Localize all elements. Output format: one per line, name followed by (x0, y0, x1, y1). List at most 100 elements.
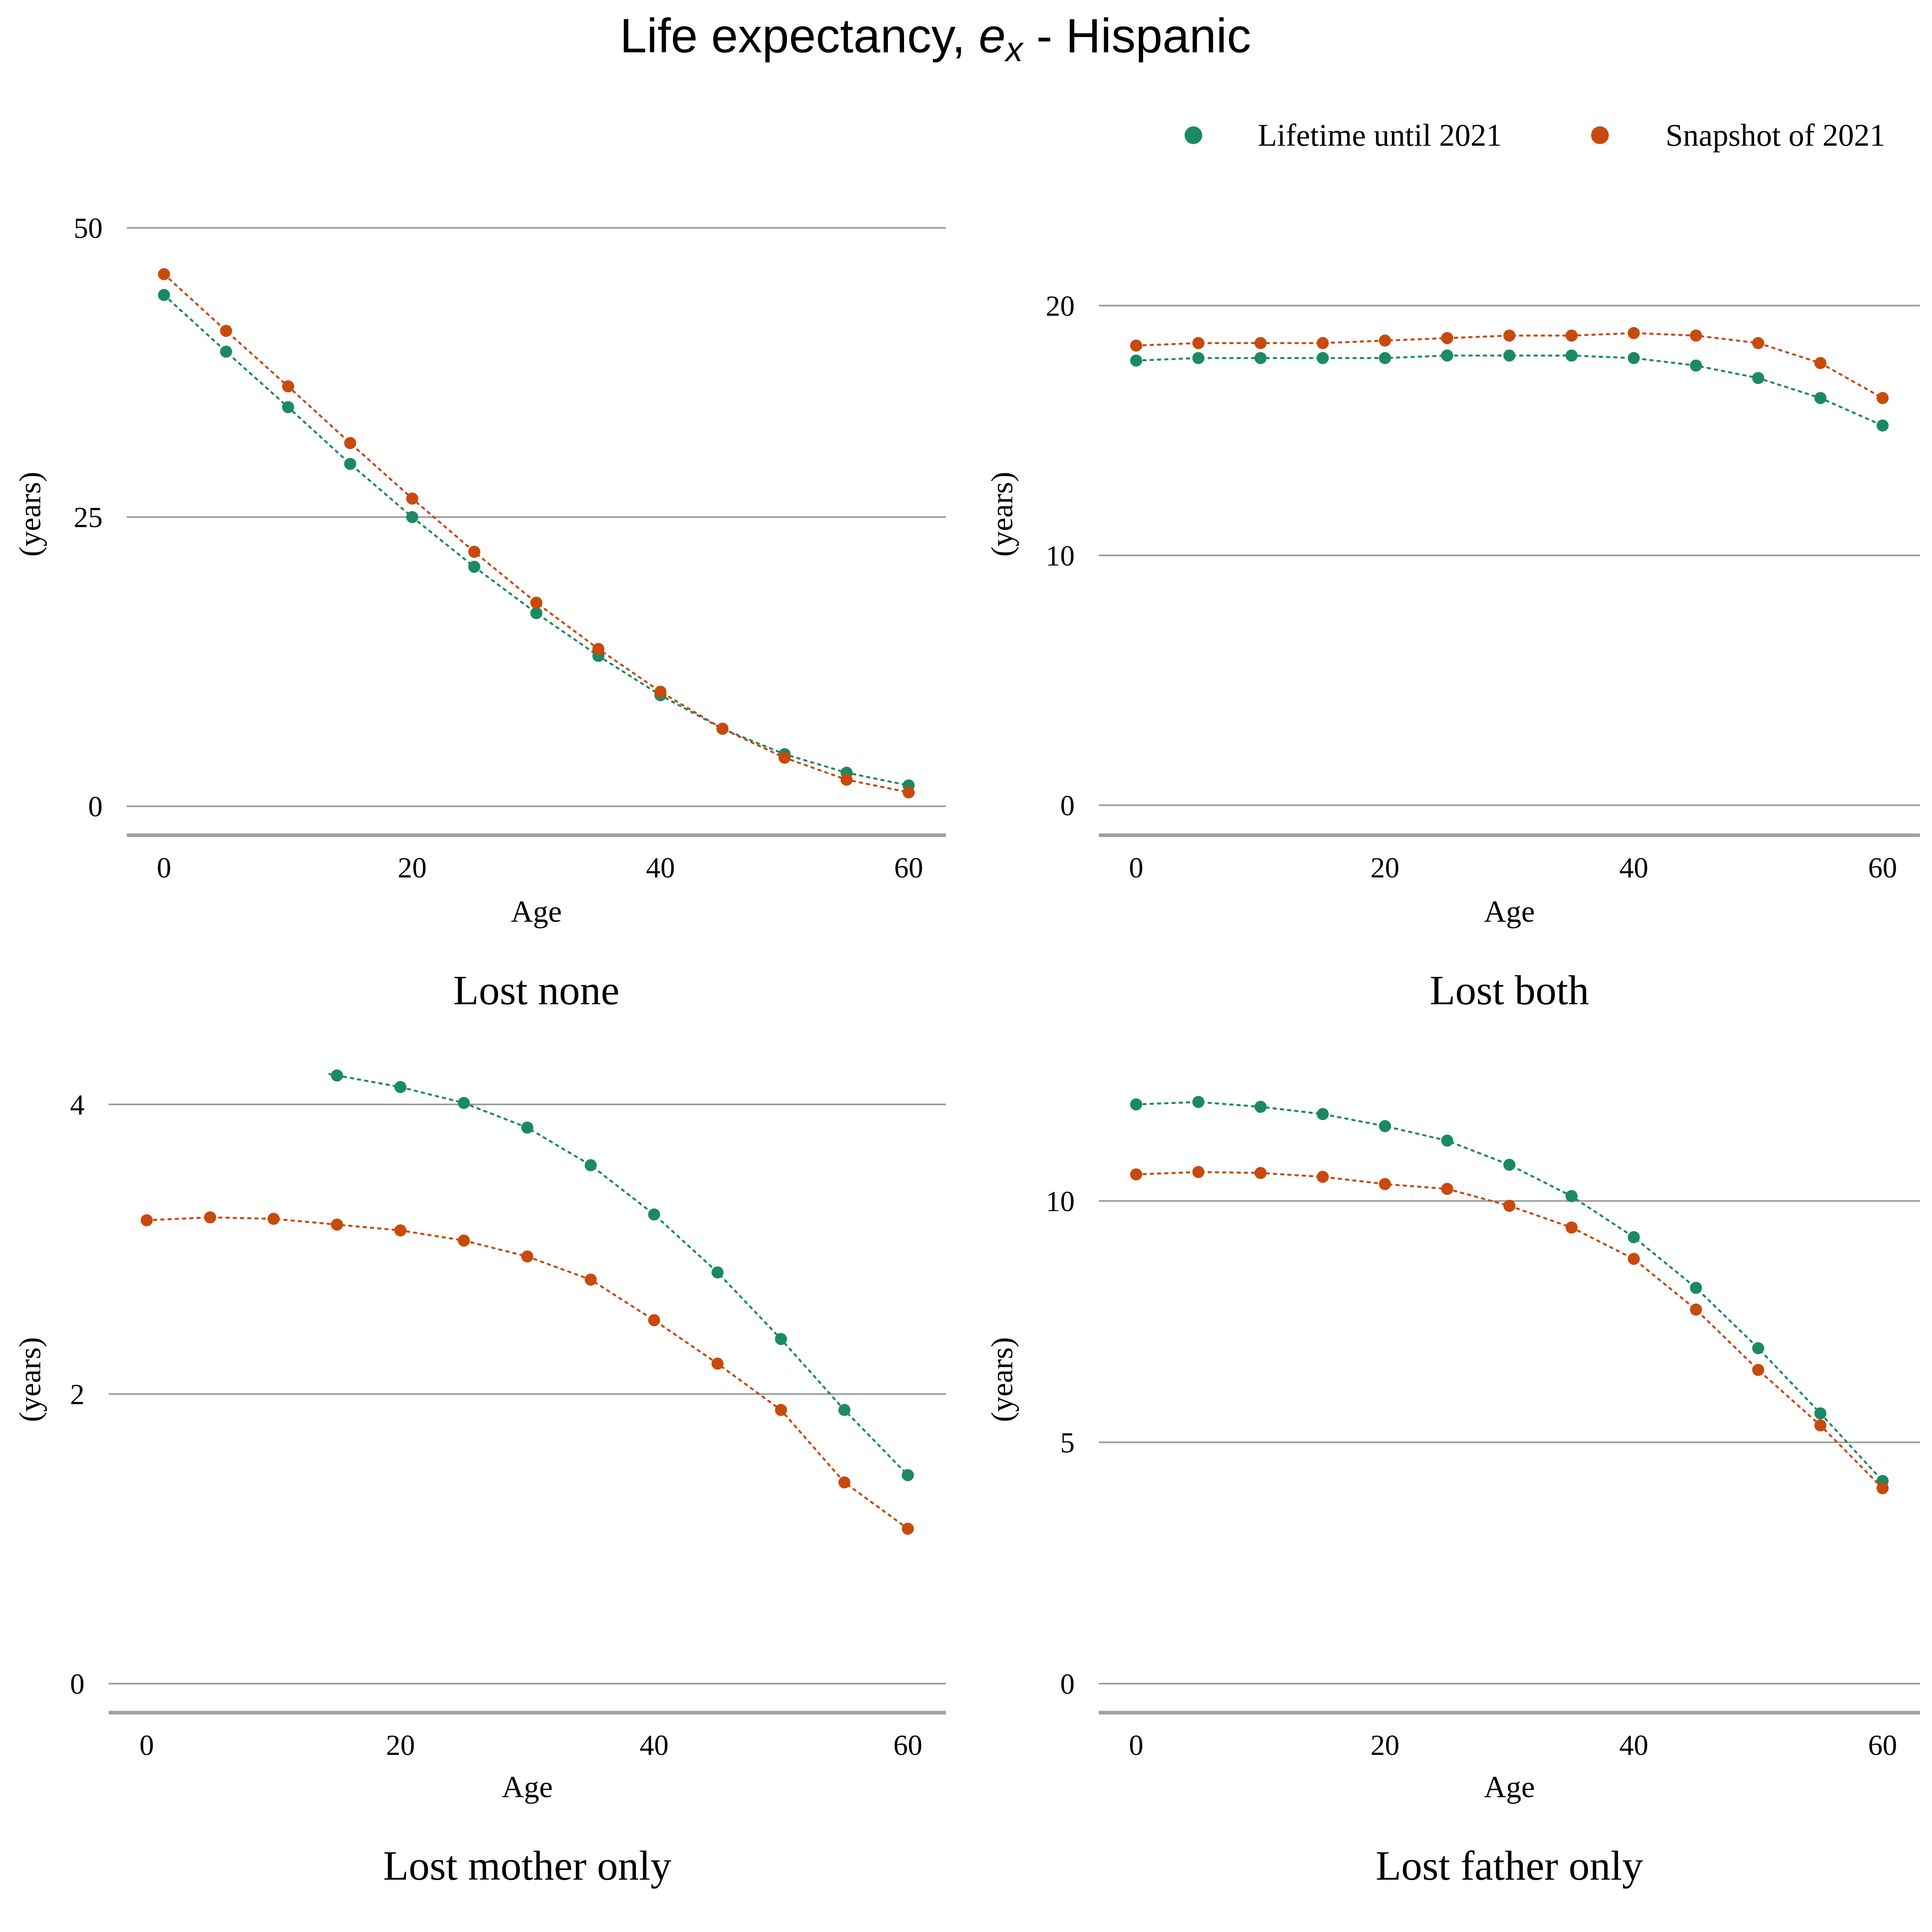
figure-title-suffix: - Hispanic (1023, 9, 1251, 63)
data-point-snapshot-of-2021 (158, 268, 170, 281)
data-point-lifetime-until-2021 (1254, 1100, 1267, 1113)
data-point-lifetime-until-2021 (1192, 352, 1205, 364)
x-tick-label: 60 (1868, 1729, 1897, 1761)
x-axis-label: Age (502, 1770, 553, 1804)
data-point-lifetime-until-2021 (1628, 1231, 1640, 1243)
legend-marker-lifetime (1185, 126, 1202, 144)
x-tick-label: 60 (1868, 852, 1897, 884)
data-point-snapshot-of-2021 (654, 685, 667, 698)
legend-label-lifetime: Lifetime until 2021 (1258, 118, 1502, 153)
data-point-snapshot-of-2021 (521, 1250, 533, 1263)
data-point-lifetime-until-2021 (838, 1404, 850, 1416)
x-tick-label: 0 (157, 852, 171, 884)
data-point-snapshot-of-2021 (592, 643, 605, 655)
data-point-lifetime-until-2021 (1441, 1134, 1453, 1147)
data-point-snapshot-of-2021 (1814, 1419, 1827, 1432)
panel-lost-father-only: 0 5 10 0 20 40 60 Age (years) Lost father only (985, 1096, 1920, 1889)
data-point-snapshot-of-2021 (840, 774, 853, 786)
data-point-snapshot-of-2021 (1317, 337, 1329, 349)
data-point-lifetime-until-2021 (1379, 352, 1391, 364)
series-line-snapshot-of-2021 (163, 273, 910, 794)
data-point-lifetime-until-2021 (1503, 1158, 1515, 1171)
y-tick-label: 2 (70, 1378, 85, 1410)
data-point-snapshot-of-2021 (1565, 329, 1578, 342)
data-point-lifetime-until-2021 (1130, 1098, 1142, 1110)
data-point-snapshot-of-2021 (1317, 1170, 1329, 1183)
data-point-lifetime-until-2021 (775, 1333, 787, 1345)
data-point-snapshot-of-2021 (1503, 1199, 1515, 1212)
data-point-snapshot-of-2021 (1192, 337, 1205, 349)
data-point-lifetime-until-2021 (1130, 354, 1142, 367)
x-axis-label: Age (1484, 1770, 1535, 1804)
data-point-lifetime-until-2021 (648, 1208, 661, 1221)
data-point-snapshot-of-2021 (902, 786, 915, 799)
x-tick-label: 40 (646, 852, 675, 884)
data-point-snapshot-of-2021 (778, 751, 791, 764)
y-tick-label: 5 (1060, 1426, 1075, 1459)
data-point-snapshot-of-2021 (1690, 329, 1702, 342)
data-point-snapshot-of-2021 (1441, 1183, 1453, 1195)
x-tick-label: 40 (640, 1729, 669, 1761)
data-point-lifetime-until-2021 (468, 561, 481, 573)
data-point-snapshot-of-2021 (711, 1357, 724, 1370)
data-point-lifetime-until-2021 (1565, 1190, 1578, 1202)
series-line-snapshot-of-2021 (146, 1216, 909, 1530)
data-point-snapshot-of-2021 (648, 1314, 661, 1326)
data-point-lifetime-until-2021 (331, 1069, 343, 1082)
x-tick-label: 0 (140, 1729, 154, 1761)
data-point-snapshot-of-2021 (1379, 334, 1391, 347)
panel-lost-none: 0 25 50 0 20 40 60 Age (years) Lost none (13, 212, 946, 1013)
x-tick-label: 0 (1129, 1729, 1144, 1761)
data-point-snapshot-of-2021 (530, 597, 543, 609)
data-point-snapshot-of-2021 (220, 324, 232, 337)
data-point-lifetime-until-2021 (1192, 1096, 1205, 1108)
figure-title-subscript: x (1004, 30, 1024, 69)
data-point-snapshot-of-2021 (1379, 1178, 1391, 1190)
data-point-snapshot-of-2021 (468, 545, 481, 558)
series-line-lifetime-until-2021 (163, 294, 910, 786)
data-point-snapshot-of-2021 (775, 1404, 787, 1416)
y-axis-label: (years) (985, 1337, 1019, 1422)
data-point-snapshot-of-2021 (716, 722, 729, 735)
data-point-lifetime-until-2021 (406, 511, 419, 523)
data-point-snapshot-of-2021 (331, 1218, 343, 1231)
legend-marker-snapshot (1591, 126, 1609, 144)
y-axis-label: (years) (13, 472, 47, 557)
panel-lost-both: 0 10 20 0 20 40 60 Age (years) Lost both (985, 290, 1920, 1013)
data-point-snapshot-of-2021 (140, 1214, 153, 1226)
figure-title-symbol: e (979, 9, 1006, 63)
data-point-lifetime-until-2021 (584, 1159, 597, 1172)
x-tick-label: 60 (894, 852, 923, 884)
data-point-lifetime-until-2021 (394, 1081, 407, 1093)
data-point-snapshot-of-2021 (1628, 1253, 1640, 1265)
x-tick-label: 0 (1129, 852, 1144, 884)
data-point-lifetime-until-2021 (220, 345, 232, 358)
y-tick-label: 20 (1046, 290, 1075, 322)
legend: Lifetime until 2021 Snapshot of 2021 (1185, 118, 1885, 153)
data-point-lifetime-until-2021 (711, 1266, 724, 1279)
data-point-lifetime-until-2021 (530, 607, 543, 619)
panel-title: Lost father only (1376, 1843, 1643, 1889)
data-point-lifetime-until-2021 (158, 289, 170, 301)
data-point-snapshot-of-2021 (204, 1211, 217, 1224)
data-point-snapshot-of-2021 (1690, 1303, 1702, 1316)
data-point-snapshot-of-2021 (1565, 1221, 1578, 1234)
data-point-snapshot-of-2021 (584, 1274, 597, 1286)
series-line-snapshot-of-2021 (1135, 1171, 1884, 1489)
data-point-snapshot-of-2021 (394, 1224, 407, 1236)
data-point-lifetime-until-2021 (1690, 1282, 1702, 1294)
y-tick-label: 25 (74, 502, 103, 534)
panel-title: Lost mother only (383, 1843, 671, 1889)
data-point-snapshot-of-2021 (1814, 357, 1827, 369)
y-tick-label: 10 (1046, 540, 1075, 572)
data-point-lifetime-until-2021 (521, 1121, 533, 1134)
y-tick-label: 0 (1060, 790, 1075, 822)
data-point-snapshot-of-2021 (282, 380, 294, 392)
data-point-lifetime-until-2021 (1317, 1108, 1329, 1120)
data-point-lifetime-until-2021 (1814, 392, 1827, 404)
data-point-lifetime-until-2021 (1254, 352, 1267, 364)
x-tick-label: 20 (398, 852, 427, 884)
x-tick-label: 20 (386, 1729, 415, 1761)
data-point-lifetime-until-2021 (1690, 359, 1702, 372)
